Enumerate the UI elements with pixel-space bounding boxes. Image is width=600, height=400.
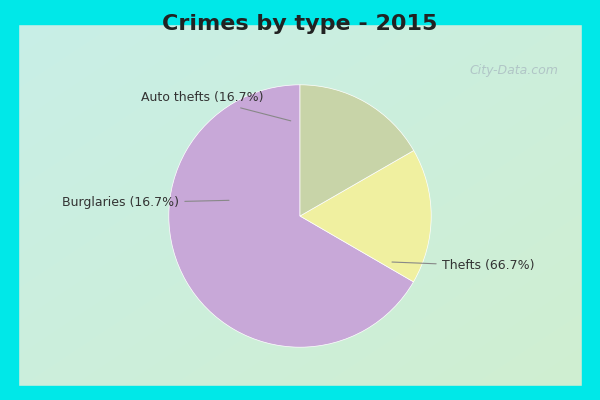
Bar: [0, 0, 600, 24]
Text: City-Data.com: City-Data.com: [469, 64, 558, 77]
Wedge shape: [300, 85, 413, 216]
Text: Burglaries (16.7%): Burglaries (16.7%): [62, 196, 229, 209]
Wedge shape: [169, 85, 413, 347]
Text: Thefts (66.7%): Thefts (66.7%): [392, 259, 534, 272]
Bar: [0, 386, 600, 400]
Bar: [582, 0, 600, 400]
Bar: [0, 0, 18, 400]
Wedge shape: [300, 150, 431, 282]
Text: Auto thefts (16.7%): Auto thefts (16.7%): [141, 92, 291, 121]
Text: Crimes by type - 2015: Crimes by type - 2015: [163, 14, 437, 34]
